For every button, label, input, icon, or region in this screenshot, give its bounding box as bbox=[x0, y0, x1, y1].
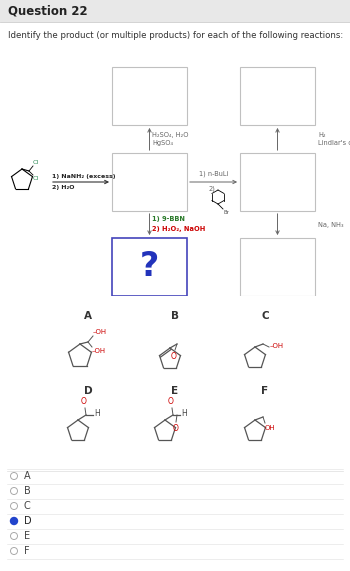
Text: D: D bbox=[24, 516, 32, 526]
Circle shape bbox=[10, 517, 18, 525]
Text: O: O bbox=[171, 352, 177, 361]
Text: Identify the product (or multiple products) for each of the following reactions:: Identify the product (or multiple produc… bbox=[8, 31, 343, 40]
Text: –OH: –OH bbox=[270, 343, 284, 349]
Text: H: H bbox=[181, 409, 187, 419]
Text: A: A bbox=[24, 471, 31, 481]
Text: H: H bbox=[94, 409, 100, 419]
Text: Cl: Cl bbox=[33, 160, 39, 165]
Bar bbox=[112, 153, 187, 211]
Text: Cl: Cl bbox=[33, 176, 39, 181]
Circle shape bbox=[10, 502, 18, 509]
Circle shape bbox=[10, 488, 18, 494]
Text: F: F bbox=[24, 546, 30, 556]
Text: O: O bbox=[168, 397, 174, 406]
Text: C: C bbox=[24, 501, 31, 511]
Bar bbox=[112, 67, 187, 125]
Text: O: O bbox=[173, 424, 179, 433]
Circle shape bbox=[10, 533, 18, 540]
Text: O: O bbox=[81, 397, 87, 406]
Circle shape bbox=[10, 472, 18, 480]
Text: D: D bbox=[84, 386, 92, 396]
Text: F: F bbox=[261, 386, 268, 396]
Bar bbox=[240, 238, 315, 296]
Bar bbox=[240, 153, 315, 211]
Text: Br: Br bbox=[224, 210, 230, 215]
Text: 1) n-BuLi: 1) n-BuLi bbox=[199, 171, 228, 177]
Text: –OH: –OH bbox=[93, 329, 107, 335]
Text: H₂
Lindlar's catalyst: H₂ Lindlar's catalyst bbox=[318, 132, 350, 146]
Text: 1) NaNH₂ (excess): 1) NaNH₂ (excess) bbox=[52, 174, 116, 179]
Bar bbox=[240, 67, 315, 125]
Text: Na, NH₃: Na, NH₃ bbox=[318, 222, 343, 227]
Text: H₂SO₄, H₂O
HgSO₄: H₂SO₄, H₂O HgSO₄ bbox=[153, 132, 189, 146]
Text: 2): 2) bbox=[209, 185, 215, 191]
Text: E: E bbox=[172, 386, 178, 396]
Text: 1) 9-BBN: 1) 9-BBN bbox=[153, 216, 186, 223]
Bar bbox=[0, 0, 350, 22]
Text: B: B bbox=[24, 486, 31, 496]
Text: ?: ? bbox=[140, 251, 159, 283]
Text: 2) H₂O₂, NaOH: 2) H₂O₂, NaOH bbox=[153, 227, 206, 232]
Text: E: E bbox=[24, 531, 30, 541]
Bar bbox=[0, 296, 350, 511]
Text: Question 22: Question 22 bbox=[8, 5, 88, 18]
Text: C: C bbox=[261, 311, 269, 321]
Text: B: B bbox=[171, 311, 179, 321]
Text: OH: OH bbox=[265, 425, 276, 431]
Text: 2) H₂O: 2) H₂O bbox=[52, 185, 75, 190]
Text: A: A bbox=[84, 311, 92, 321]
Bar bbox=[112, 238, 187, 296]
Circle shape bbox=[10, 548, 18, 554]
Text: –OH: –OH bbox=[92, 348, 106, 354]
